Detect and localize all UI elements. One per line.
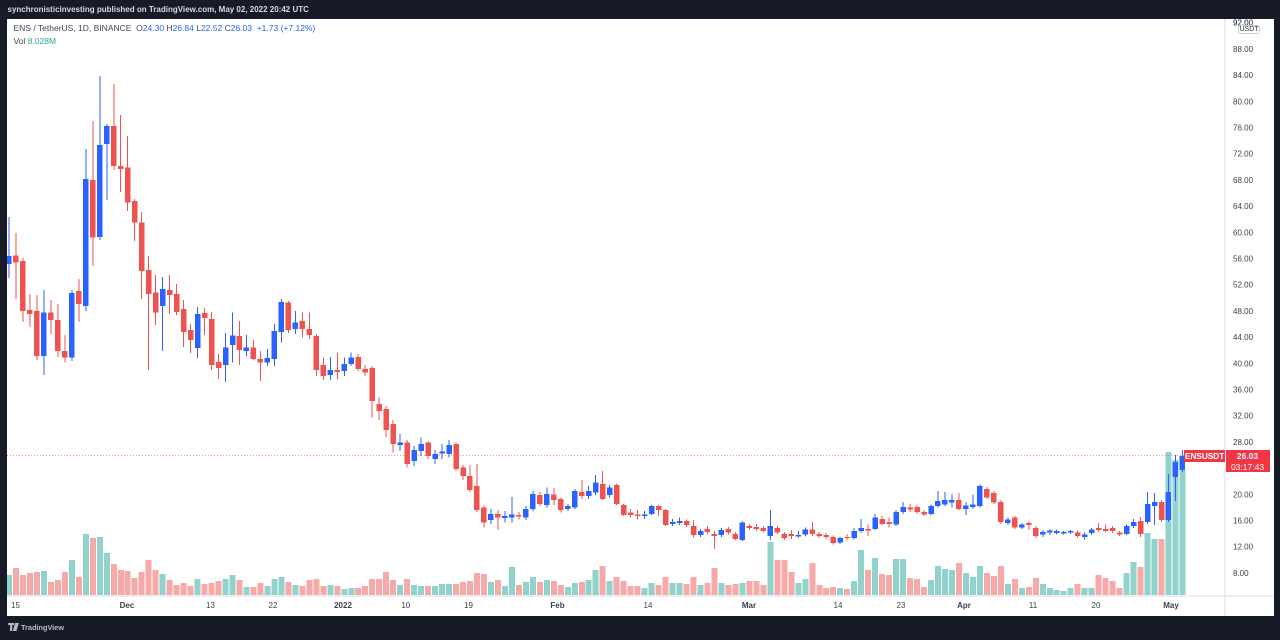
svg-text:15: 15 <box>11 601 20 610</box>
svg-text:13: 13 <box>206 601 215 610</box>
svg-text:2022: 2022 <box>334 601 352 610</box>
svg-text:56.00: 56.00 <box>1233 255 1254 264</box>
svg-text:68.00: 68.00 <box>1233 176 1254 185</box>
svg-text:92.00: 92.00 <box>1233 19 1254 28</box>
svg-text:23: 23 <box>897 601 906 610</box>
svg-text:20.00: 20.00 <box>1233 490 1254 499</box>
svg-text:Mar: Mar <box>742 601 756 610</box>
svg-text:16.00: 16.00 <box>1233 517 1254 526</box>
svg-text:84.00: 84.00 <box>1233 71 1254 80</box>
svg-text:28.00: 28.00 <box>1233 438 1254 447</box>
svg-text:20: 20 <box>1092 601 1101 610</box>
svg-text:44.00: 44.00 <box>1233 333 1254 342</box>
svg-text:36.00: 36.00 <box>1233 386 1254 395</box>
svg-text:92.00: 92.00 <box>1233 19 1254 28</box>
svg-text:11: 11 <box>1029 601 1038 610</box>
svg-text:12.00: 12.00 <box>1233 543 1254 552</box>
svg-text:Dec: Dec <box>120 601 135 610</box>
svg-text:64.00: 64.00 <box>1233 202 1254 211</box>
svg-text:14: 14 <box>644 601 653 610</box>
svg-text:Apr: Apr <box>957 601 971 610</box>
svg-text:60.00: 60.00 <box>1233 228 1254 237</box>
svg-text:52.00: 52.00 <box>1233 281 1254 290</box>
svg-text:40.00: 40.00 <box>1233 359 1254 368</box>
svg-text:8.00: 8.00 <box>1233 569 1249 578</box>
svg-text:10: 10 <box>401 601 410 610</box>
svg-text:19: 19 <box>464 601 473 610</box>
svg-text:22: 22 <box>269 601 278 610</box>
svg-text:May: May <box>1163 601 1179 610</box>
svg-text:76.00: 76.00 <box>1233 124 1254 133</box>
svg-text:32.00: 32.00 <box>1233 412 1254 421</box>
svg-text:88.00: 88.00 <box>1233 45 1254 54</box>
svg-text:48.00: 48.00 <box>1233 307 1254 316</box>
svg-text:80.00: 80.00 <box>1233 97 1254 106</box>
svg-text:14: 14 <box>834 601 843 610</box>
svg-text:72.00: 72.00 <box>1233 150 1254 159</box>
svg-text:Feb: Feb <box>550 601 564 610</box>
